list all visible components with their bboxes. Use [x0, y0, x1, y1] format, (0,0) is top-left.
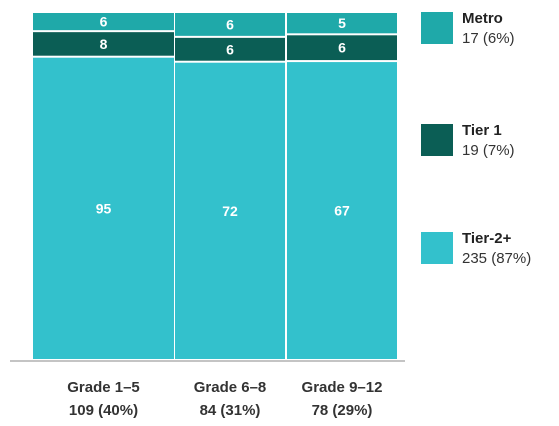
x-tick-total-grade-6-8: 84 (31%) [200, 402, 261, 419]
legend: Metro 17 (6%) Tier 1 19 (7%) Tier-2+ 235 (87%… [421, 10, 531, 267]
x-axis-labels: Grade 1–5 109 (40%) Grade 6–8 84 (31%) Grade… [67, 379, 382, 419]
bar-segment-tier-1-grade-9-12 [287, 35, 397, 61]
legend-value-metro: 17 (6%) [462, 30, 515, 47]
data-label-tier-1-grade-1-5: 8 [100, 36, 108, 52]
bar-segment-tier-2-grade-6-8 [175, 62, 285, 359]
x-tick-label-grade-9-12: Grade 9–12 [302, 379, 383, 396]
data-label-tier-1-grade-9-12: 6 [338, 40, 346, 56]
legend-swatch-metro [421, 12, 453, 44]
bar-segment-tier-1-grade-6-8 [175, 37, 285, 61]
x-tick-total-grade-9-12: 78 (29%) [312, 402, 373, 419]
legend-value-tier-2: 235 (87%) [462, 250, 531, 267]
x-tick-total-grade-1-5: 109 (40%) [69, 402, 138, 419]
bar-segment-metro-grade-6-8 [175, 13, 285, 36]
bars-group: 95 8 6 72 6 6 67 6 5 [33, 13, 397, 360]
legend-value-tier-1: 19 (7%) [462, 142, 515, 159]
bar-segment-metro-grade-1-5 [33, 13, 174, 31]
legend-swatch-tier-1 [421, 124, 453, 156]
bar-segment-metro-grade-9-12 [287, 13, 397, 34]
data-label-tier-2-grade-9-12: 67 [334, 203, 350, 219]
data-label-tier-1-grade-6-8: 6 [226, 41, 234, 57]
x-tick-label-grade-1-5: Grade 1–5 [67, 379, 140, 396]
legend-label-tier-2: Tier-2+ [462, 230, 512, 247]
data-label-tier-2-grade-1-5: 95 [96, 200, 112, 216]
data-label-tier-2-grade-6-8: 72 [222, 203, 238, 219]
x-tick-label-grade-6-8: Grade 6–8 [194, 379, 267, 396]
data-label-metro-grade-6-8: 6 [226, 16, 234, 32]
legend-label-tier-1: Tier 1 [462, 122, 502, 139]
bar-segment-tier-2-grade-9-12 [287, 62, 397, 359]
legend-swatch-tier-2 [421, 232, 453, 264]
bar-segment-tier-2-grade-1-5 [33, 57, 174, 360]
bar-segment-tier-1-grade-1-5 [33, 32, 174, 56]
data-label-metro-grade-9-12: 5 [338, 15, 346, 31]
data-label-metro-grade-1-5: 6 [100, 14, 108, 30]
legend-label-metro: Metro [462, 10, 503, 27]
